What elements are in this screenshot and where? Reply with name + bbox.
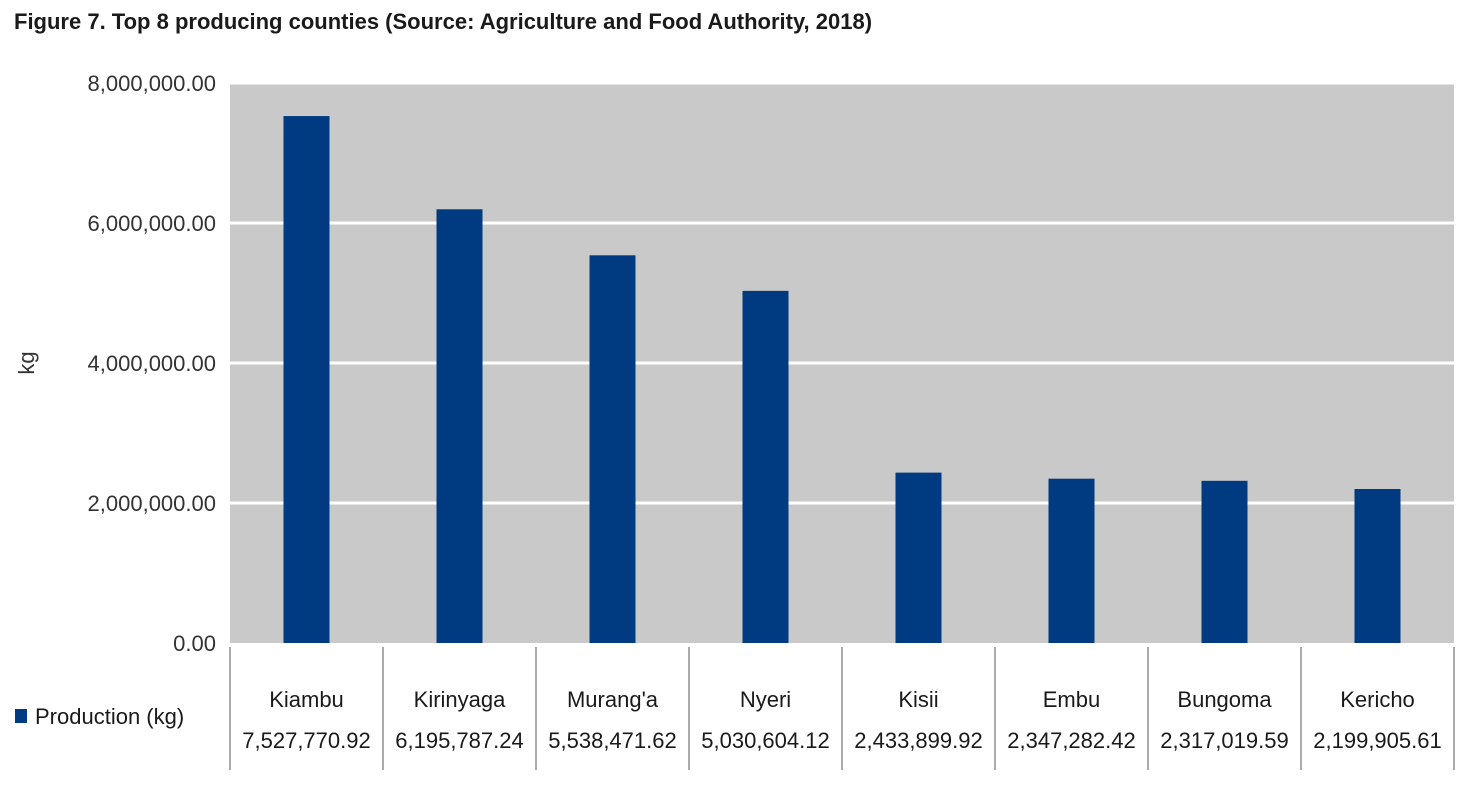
legend: Production (kg) xyxy=(15,704,184,729)
value-label: 2,317,019.59 xyxy=(1160,728,1288,753)
value-label: 2,347,282.42 xyxy=(1007,728,1135,753)
bar xyxy=(283,116,330,644)
category-label: Nyeri xyxy=(740,687,791,712)
bar xyxy=(1354,489,1401,643)
data-table: Kiambu 7,527,770.92 Kirinyaga 6,195,787.24 M… xyxy=(229,647,1455,770)
category-label: Kisii xyxy=(898,687,938,712)
value-label: 5,538,471.62 xyxy=(548,728,676,753)
y-tick-label: 2,000,000.00 xyxy=(88,491,216,516)
category-label: Embu xyxy=(1043,687,1100,712)
bar xyxy=(1201,480,1248,643)
y-tick-label: 4,000,000.00 xyxy=(88,351,216,376)
bar xyxy=(1048,478,1095,643)
bar xyxy=(895,472,942,643)
y-axis-title: kg xyxy=(14,351,39,374)
y-tick-label: 0.00 xyxy=(173,631,216,656)
bar xyxy=(436,209,483,643)
y-tick-label: 6,000,000.00 xyxy=(88,211,216,236)
bar xyxy=(589,255,636,643)
category-label: Kirinyaga xyxy=(414,687,506,712)
bar xyxy=(742,290,789,643)
legend-swatch xyxy=(15,709,27,723)
value-label: 2,199,905.61 xyxy=(1313,728,1441,753)
value-label: 7,527,770.92 xyxy=(242,728,370,753)
category-label: Murang'a xyxy=(567,687,659,712)
value-label: 6,195,787.24 xyxy=(395,728,523,753)
value-label: 2,433,899.92 xyxy=(854,728,982,753)
bars xyxy=(283,116,1401,644)
category-label: Bungoma xyxy=(1177,687,1272,712)
legend-label: Production (kg) xyxy=(35,704,184,729)
y-tick-labels: 0.00 2,000,000.00 4,000,000.00 6,000,000.00… xyxy=(88,71,216,656)
category-label: Kericho xyxy=(1340,687,1415,712)
chart-title: Figure 7. Top 8 producing counties (Sour… xyxy=(14,9,873,34)
y-tick-label: 8,000,000.00 xyxy=(88,71,216,96)
value-label: 5,030,604.12 xyxy=(701,728,829,753)
category-label: Kiambu xyxy=(269,687,344,712)
gridlines xyxy=(230,81,1454,505)
